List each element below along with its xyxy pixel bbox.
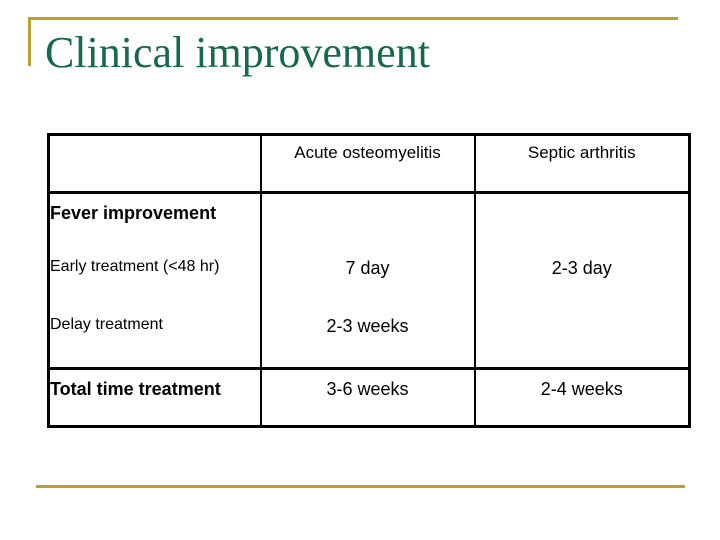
title-accent-vertical-line — [28, 17, 31, 66]
row-label-fever-improvement: Fever improvement — [47, 192, 262, 245]
cell-delay-acute: 2-3 weeks — [259, 306, 476, 369]
table-header-row: Acute osteomyelitis Septic arthritis — [47, 134, 691, 194]
table-row-fever-improvement: Fever improvement — [47, 192, 691, 245]
header-acute-osteomyelitis: Acute osteomyelitis — [259, 134, 476, 194]
top-accent-line — [28, 17, 678, 20]
header-empty-cell — [47, 134, 262, 194]
bottom-accent-line — [36, 485, 685, 488]
cell-early-septic: 2-3 day — [473, 244, 691, 307]
row-label-early-treatment: Early treatment (<48 hr) — [47, 244, 262, 307]
cell-fever-septic — [473, 192, 691, 245]
table-row-total-time-treatment: Total time treatment 3-6 weeks 2-4 weeks — [47, 367, 691, 427]
row-label-total-time-treatment: Total time treatment — [47, 367, 262, 427]
table-row-delay-treatment: Delay treatment 2-3 weeks — [47, 306, 691, 369]
slide-title: Clinical improvement — [45, 28, 430, 77]
row-label-delay-treatment: Delay treatment — [47, 306, 262, 369]
header-septic-arthritis: Septic arthritis — [473, 134, 691, 194]
cell-delay-septic — [473, 306, 691, 369]
cell-total-septic: 2-4 weeks — [473, 367, 691, 427]
cell-total-acute: 3-6 weeks — [259, 367, 476, 427]
cell-early-acute: 7 day — [259, 244, 476, 307]
table-row-early-treatment: Early treatment (<48 hr) 7 day 2-3 day — [47, 244, 691, 307]
clinical-improvement-table: Acute osteomyelitis Septic arthritis Fev… — [47, 133, 691, 428]
cell-fever-acute — [259, 192, 476, 245]
